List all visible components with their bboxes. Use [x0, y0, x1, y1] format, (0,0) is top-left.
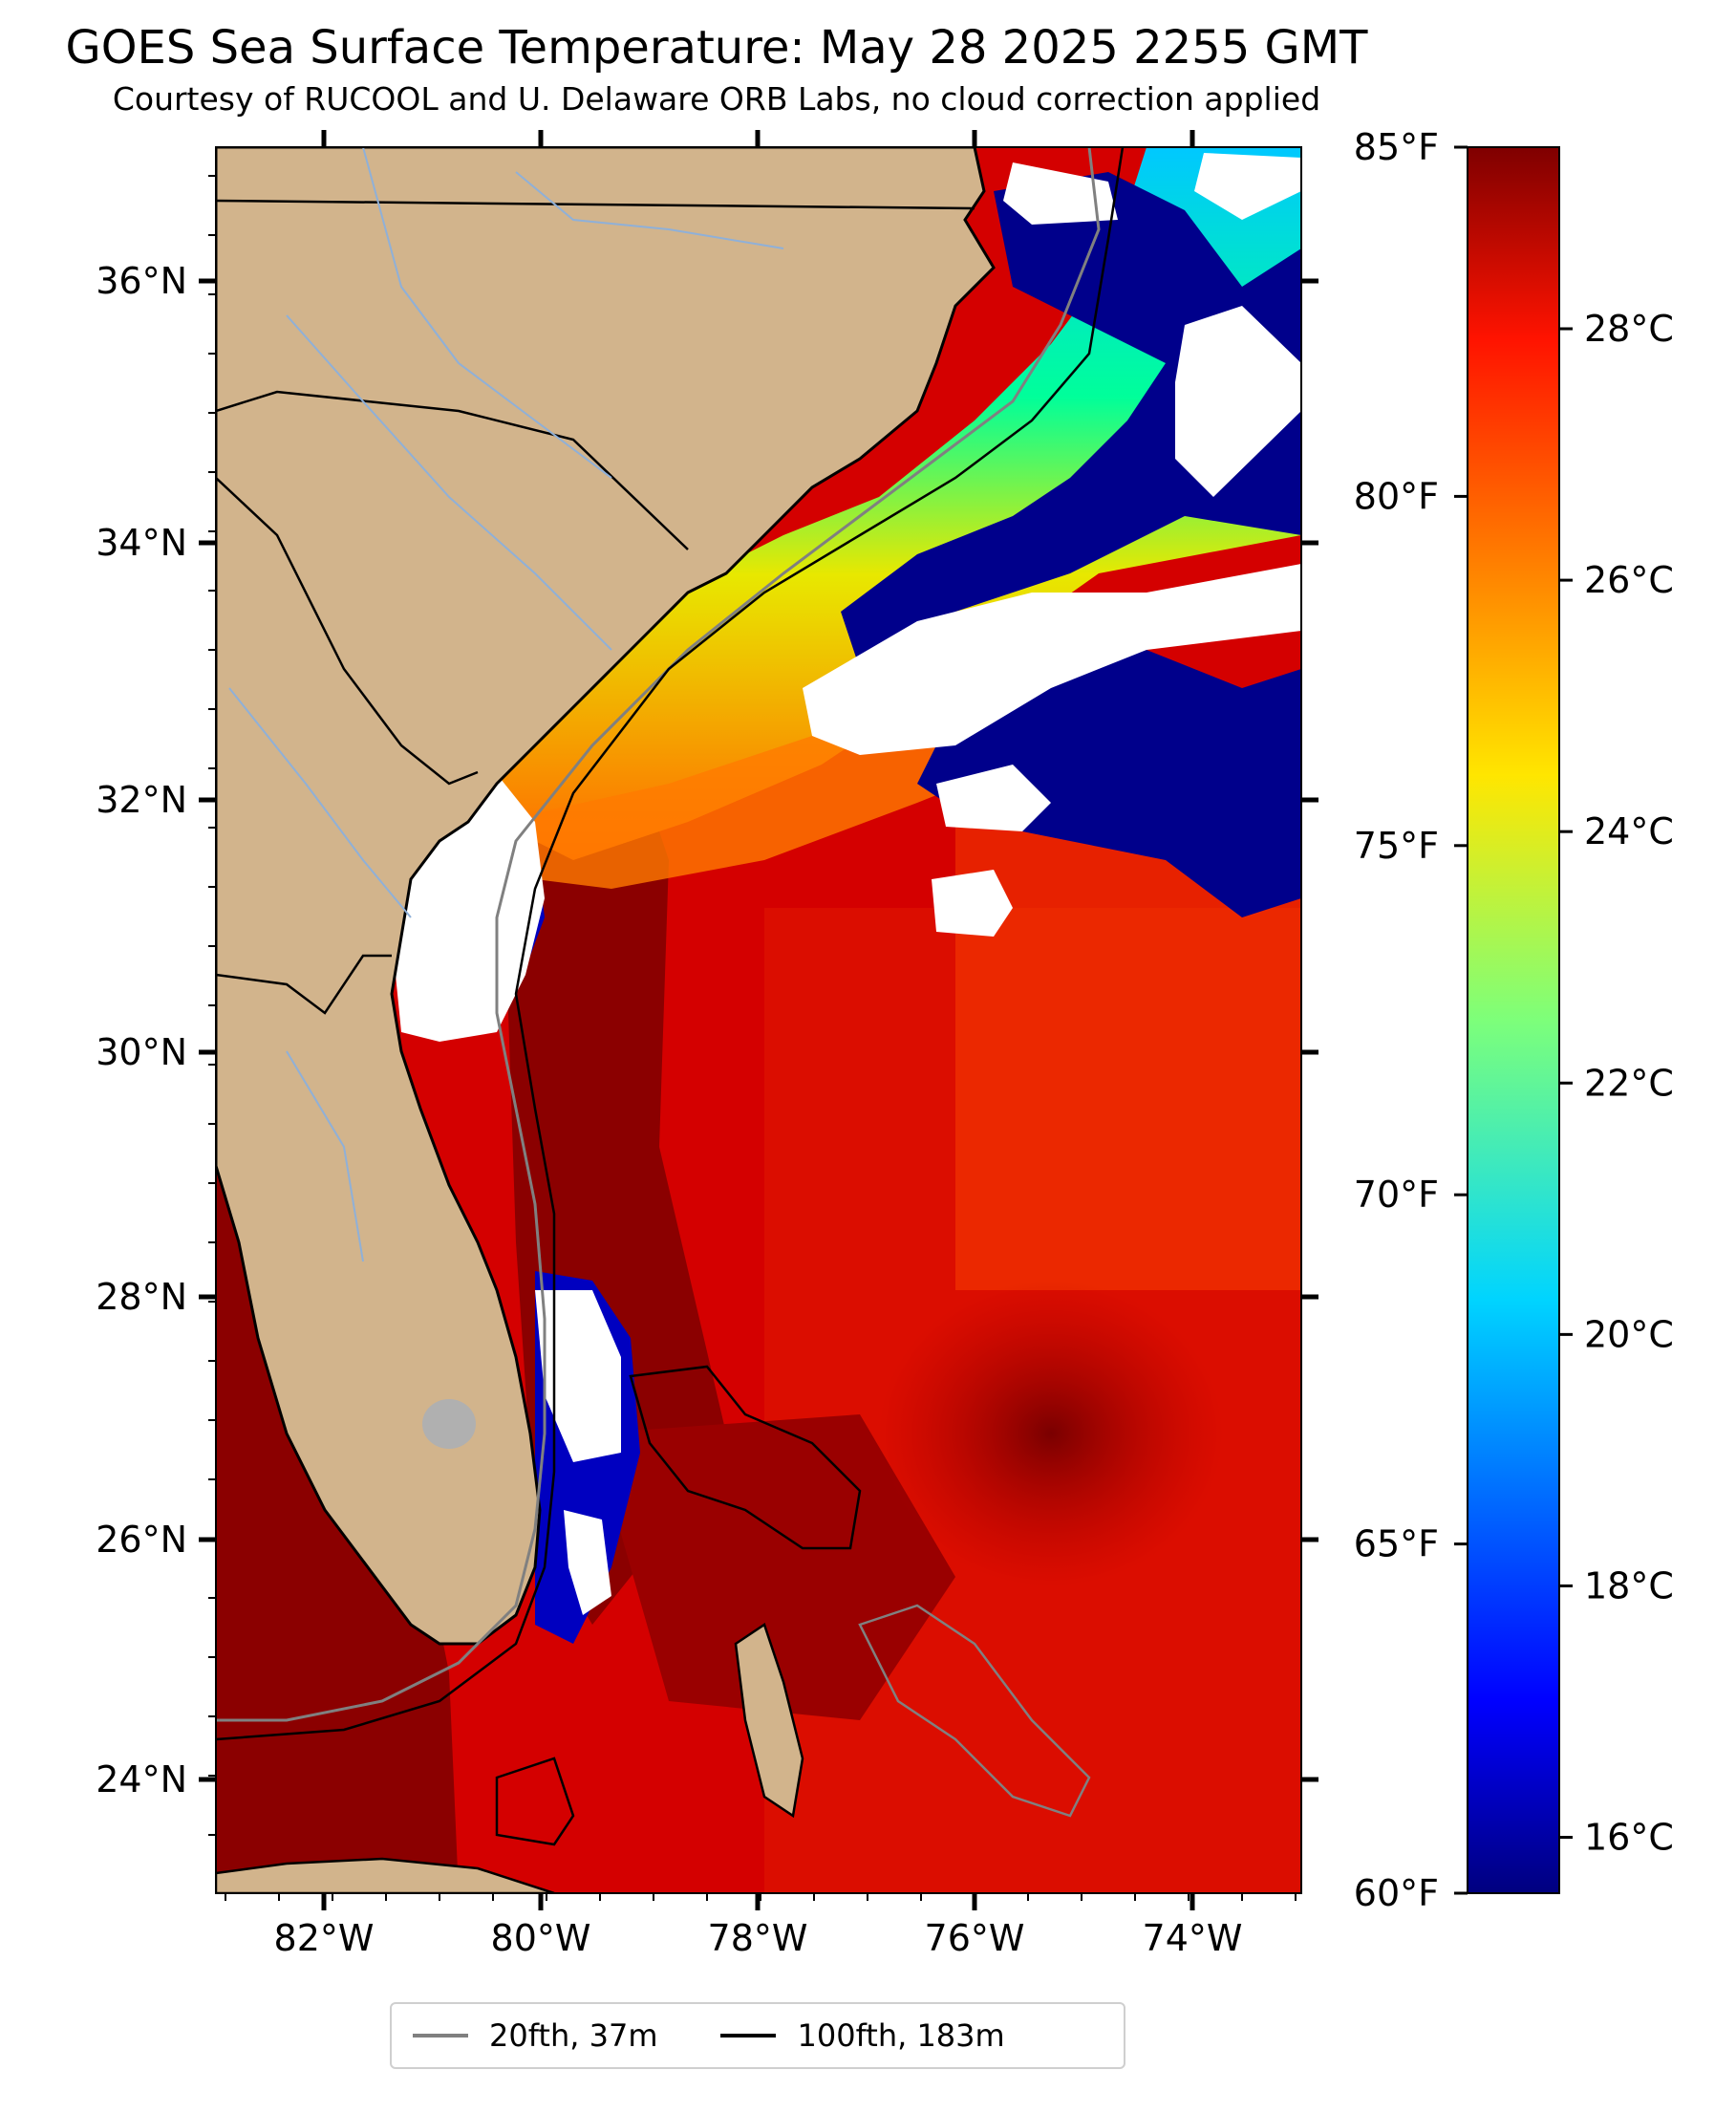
- lat-tick-label: 24°N: [96, 1758, 187, 1800]
- border-nc-sc: [216, 390, 689, 550]
- fahrenheit-tick-label: 70°F: [1354, 1174, 1439, 1216]
- land-mainland: [216, 147, 996, 1646]
- border-ga-fl: [216, 954, 392, 1015]
- cloud-2: [1194, 153, 1301, 220]
- cloud-florida-east: [535, 1290, 621, 1462]
- bahamas-banks-hot: [592, 1414, 955, 1720]
- cloud-1: [1003, 162, 1118, 225]
- river-1: [362, 147, 612, 479]
- colorbar-ticks: 85°F 80°F 75°F 70°F 65°F 60°F 28°C 26°C 24°C 22°C…: [1354, 126, 1674, 1914]
- celsius-tick-label: 20°C: [1584, 1313, 1674, 1355]
- legend-swatch-100fth: [720, 2034, 777, 2038]
- lat-tick-label: 28°N: [96, 1276, 187, 1318]
- legend-swatch-20fth: [413, 2034, 468, 2038]
- map-title: GOES Sea Surface Temperature: May 28 202…: [65, 21, 1368, 75]
- celsius-tick-label: 16°C: [1584, 1817, 1674, 1859]
- lon-tick-label: 80°W: [491, 1917, 591, 1959]
- legend-label-20fth: 20fth, 37m: [489, 2017, 658, 2054]
- map-subtitle: Courtesy of RUCOOL and U. Delaware ORB L…: [112, 80, 1321, 118]
- colorbar-gradient: [1467, 146, 1560, 1894]
- lat-tick-label: 30°N: [96, 1031, 187, 1073]
- legend-label-100fth: 100fth, 183m: [797, 2017, 1005, 2054]
- cloud-band: [803, 564, 1301, 755]
- cloud-4: [936, 765, 1051, 831]
- river-5: [286, 1050, 364, 1262]
- cay-sal-bank: [495, 1757, 575, 1846]
- cloud-5: [932, 870, 1013, 937]
- lon-tick-label: 78°W: [708, 1917, 808, 1959]
- legend-item-20fth: 20fth, 37m: [413, 2017, 657, 2054]
- river-4: [515, 171, 784, 249]
- celsius-tick-label: 22°C: [1584, 1062, 1674, 1104]
- cuba-coast: [216, 1857, 555, 1893]
- border-sc-ga: [216, 477, 479, 786]
- fahrenheit-tick-label: 75°F: [1354, 825, 1439, 867]
- lat-tick-label: 34°N: [96, 522, 187, 564]
- ocean-hotspot: [879, 1281, 1223, 1586]
- fahrenheit-tick-label: 60°F: [1354, 1872, 1439, 1914]
- celsius-tick-label: 18°C: [1584, 1564, 1674, 1606]
- isobath-20fth: [216, 147, 1101, 1722]
- lat-tick-label: 36°N: [96, 260, 187, 302]
- map-ticks: 36°N 34°N 32°N 30°N 28°N 26°N 24°N 82°W 80°W 78°W…: [96, 130, 1318, 1959]
- cold-water-east: [917, 650, 1301, 917]
- andros-island: [734, 1623, 804, 1819]
- lat-tick-label: 32°N: [96, 779, 187, 821]
- legend-item-100fth: 100fth, 183m: [720, 2017, 1005, 2054]
- fahrenheit-tick-label: 65°F: [1354, 1523, 1439, 1565]
- lon-tick-label: 76°W: [925, 1917, 1025, 1959]
- isobath-legend: 20fth, 37m 100fth, 183m: [390, 2002, 1125, 2069]
- lon-tick-label: 74°W: [1143, 1917, 1243, 1959]
- border-va-nc: [216, 199, 975, 210]
- lat-tick-label: 26°N: [96, 1519, 187, 1561]
- river-3: [228, 687, 412, 918]
- cloud-florida-south: [564, 1510, 611, 1615]
- fahrenheit-tick-label: 80°F: [1354, 475, 1439, 517]
- lon-tick-label: 82°W: [274, 1917, 375, 1959]
- lake-okeechobee: [422, 1399, 476, 1449]
- river-2: [286, 314, 612, 651]
- celsius-tick-label: 26°C: [1584, 559, 1674, 601]
- fahrenheit-tick-label: 85°F: [1354, 126, 1439, 168]
- celsius-tick-label: 24°C: [1584, 810, 1674, 852]
- little-bahama-bank: [629, 1365, 862, 1550]
- cold-water-north: [841, 172, 1301, 669]
- map-area: [216, 147, 1301, 1893]
- isobath-100fth: [216, 147, 1125, 1741]
- celsius-tick-label: 28°C: [1584, 308, 1674, 350]
- cloud-3: [1175, 306, 1301, 497]
- great-bahama-bank: [858, 1604, 1091, 1818]
